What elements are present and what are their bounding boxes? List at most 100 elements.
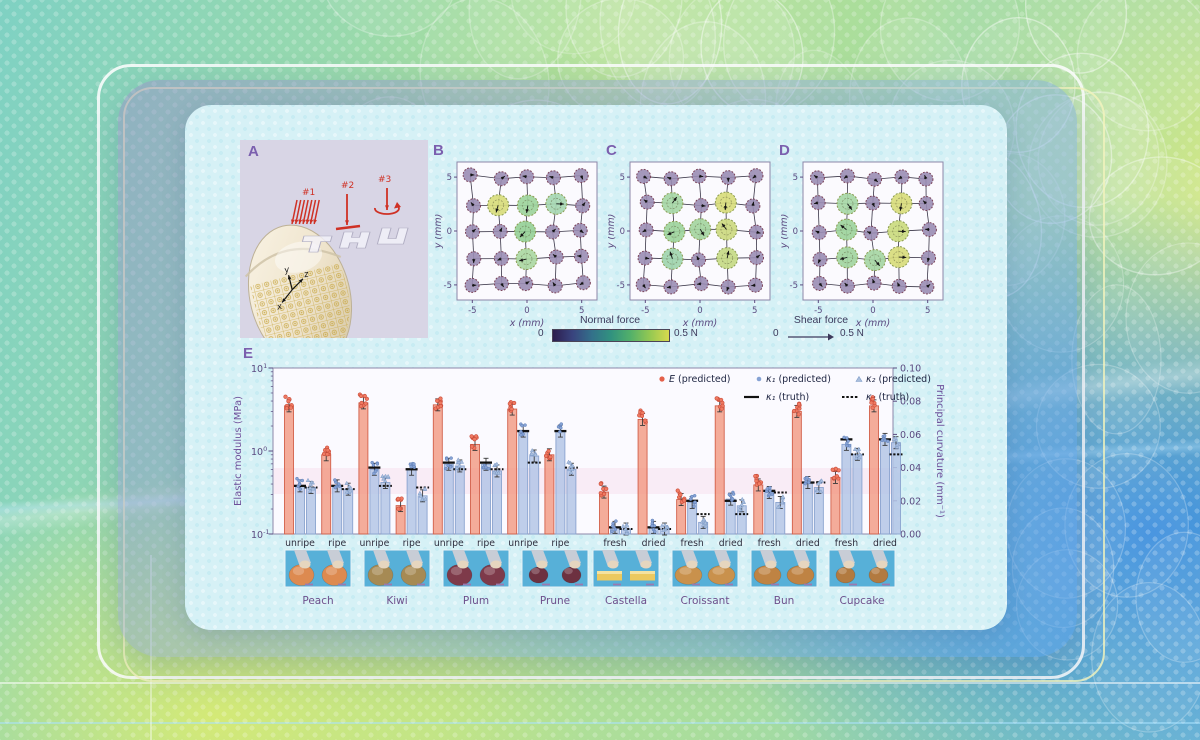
e-point [288, 405, 294, 410]
arrow-head [384, 205, 390, 210]
photo-kiwi [363, 549, 431, 588]
k1-point [845, 441, 849, 446]
e-point [399, 496, 404, 501]
condition-label: dried [873, 538, 897, 549]
x-tick: 0 [870, 306, 875, 316]
bubble [1088, 156, 1200, 276]
force-1-label: #1 [302, 188, 315, 198]
arrow-head [495, 208, 499, 213]
sensor-node-active [689, 218, 712, 241]
arrow-head [871, 202, 875, 207]
e-bar [544, 454, 555, 535]
arrow-head [898, 175, 903, 180]
y-tick: 5 [620, 173, 625, 183]
k2-point [385, 473, 391, 479]
k2-point [624, 530, 630, 536]
sensor-node-active [836, 246, 859, 269]
k1-point [765, 487, 770, 491]
photo-bun [750, 549, 818, 588]
arrow-head [901, 229, 906, 234]
k1-point [613, 527, 618, 532]
arrow-head [899, 206, 903, 211]
legend-label: κ₁ (predicted) [766, 374, 831, 385]
arrow-head [843, 174, 849, 179]
arrow-head [344, 220, 350, 225]
panel-a-label: A [248, 143, 259, 160]
arrow-head [844, 282, 849, 287]
arrow-head [525, 281, 530, 285]
letter-plates [301, 227, 409, 253]
x-axis-label: x (mm) [855, 318, 891, 329]
item-label: Croissant [681, 595, 730, 607]
sensor-node [462, 167, 478, 183]
y-tick: 5 [793, 173, 798, 183]
condition-label: dried [796, 538, 820, 549]
normal-force-colorbar [552, 329, 670, 342]
arrow-head [470, 202, 475, 207]
k1-point [558, 430, 562, 434]
k1-bar [802, 482, 813, 535]
arrow-head [926, 284, 931, 288]
sensor-node [867, 171, 883, 187]
k2-point [894, 444, 900, 449]
k2-bar [306, 487, 316, 535]
k1-bar [481, 463, 491, 535]
k1-bar [880, 438, 890, 535]
arrow-head [751, 201, 755, 206]
e-point [438, 404, 443, 409]
arrow-head [522, 175, 527, 179]
e-point [359, 393, 364, 399]
y-tick: -5 [790, 281, 798, 291]
k1-point [692, 504, 696, 509]
y-tick: -5 [444, 281, 452, 291]
x-tick: -5 [814, 306, 822, 316]
y-axis-label: y (mm) [435, 214, 444, 250]
arrow-head [282, 298, 286, 303]
k1-point [520, 423, 524, 428]
arrow-head [721, 223, 726, 228]
e-point [640, 410, 645, 415]
arrow-head [923, 200, 927, 205]
sensor-node [919, 279, 935, 295]
arrow-head [642, 284, 646, 289]
panel-b-label: B [433, 142, 444, 159]
k2-point [852, 446, 858, 451]
e-point [602, 491, 607, 497]
k2-point [422, 486, 428, 491]
photo-prune [521, 549, 589, 588]
arrow-head [498, 227, 502, 232]
k1-point [333, 478, 337, 482]
item-label: Prune [540, 595, 570, 607]
k1-point [610, 529, 614, 534]
x-tick: 5 [752, 306, 757, 316]
k1-point [803, 481, 807, 486]
arrow-head [848, 205, 852, 210]
k2-point [457, 463, 462, 468]
figure-card: yz x #1 #2 #3 A B C D -5 0 5 5 0 -5 x (mm) y (mm) -… [185, 105, 1007, 630]
e-point [753, 474, 758, 479]
k1-point [770, 492, 774, 497]
photo-plum [442, 549, 510, 588]
arrow-head [666, 285, 671, 289]
k1-point [693, 500, 697, 504]
x-tick: 5 [925, 306, 930, 316]
e-point [363, 401, 368, 406]
shear-arrow-icon [788, 333, 834, 341]
k2-point [780, 496, 785, 501]
bubble [468, 0, 582, 80]
k2-point [737, 507, 742, 512]
y-tick: 0 [793, 227, 798, 237]
k1-point [885, 439, 890, 444]
e-point [325, 448, 330, 453]
right-tick: 0.02 [900, 496, 921, 507]
legend-red-dot [659, 376, 665, 382]
k1-point [845, 436, 849, 440]
arrow-head [298, 219, 303, 224]
k2-point [855, 448, 861, 453]
sensor-node [918, 171, 934, 187]
k2-point [307, 488, 313, 493]
photo-castella [592, 549, 660, 588]
sensor-node [810, 195, 826, 211]
sensor-node [812, 252, 828, 268]
k1-point [559, 426, 563, 430]
